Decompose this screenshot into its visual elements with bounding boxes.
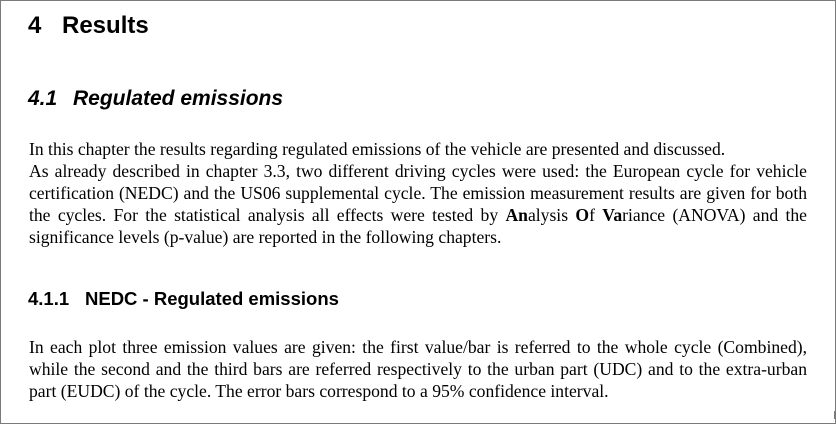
anova-text-riance: riance [622,205,666,225]
intro-first-line: In this chapter the results regarding re… [29,139,726,159]
section-number: 4.1 [28,87,58,110]
chapter-heading: 4 Results [28,10,149,42]
intro-text-start: As already described in chapter 3.3, two… [29,161,807,225]
intro-paragraph: In this chapter the results regarding re… [29,138,807,248]
anova-letters-va: Va [602,205,623,225]
section-heading: 4.1 Regulated emissions [28,85,283,113]
intro-body: As already described in chapter 3.3, two… [29,160,807,248]
chapter-title: Results [62,12,149,39]
anova-letter-o: O [575,205,590,225]
subsection-number: 4.1.1 [28,288,70,309]
anova-letters-an: An [505,205,528,225]
plot-description-paragraph: In each plot three emission values are g… [29,337,807,401]
intro-text-end: (ANOVA) and the significance levels (p-v… [29,205,807,247]
subsection-heading: 4.1.1 NEDC - Regulated emissions [28,287,339,311]
anova-text-f: f [589,205,603,225]
section-title: Regulated emissions [73,87,284,110]
page-edge-mark [832,411,835,419]
chapter-number: 4 [28,12,42,39]
subsection-title: NEDC - Regulated emissions [85,288,339,309]
anova-text-alysis: alysis [527,205,576,225]
